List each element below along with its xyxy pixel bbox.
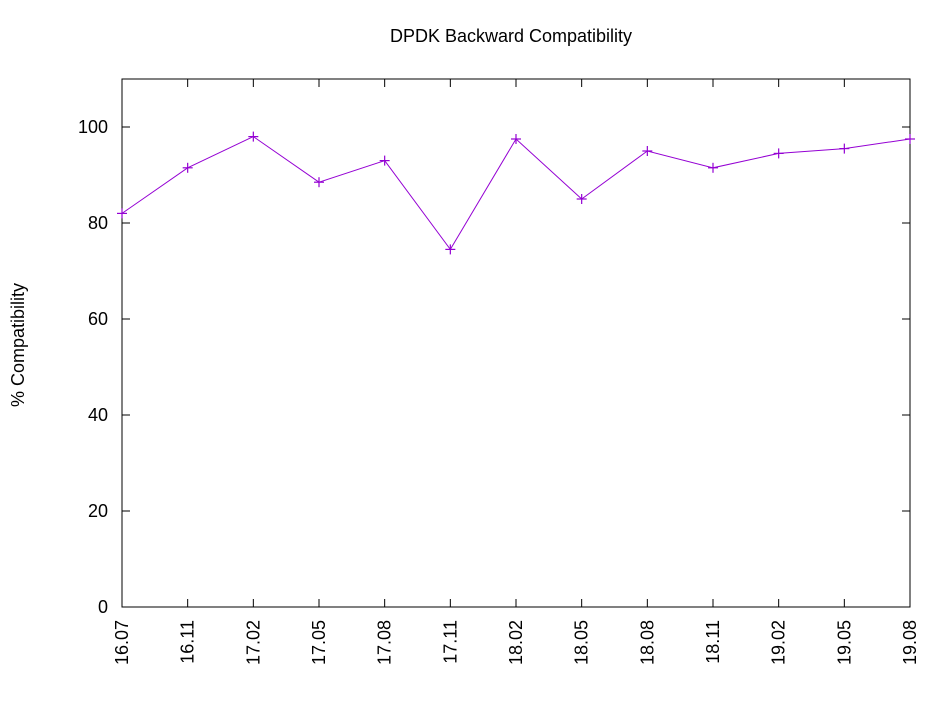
x-tick-label: 19.08 — [900, 620, 920, 665]
data-point — [314, 177, 324, 188]
data-point — [708, 162, 718, 173]
series-line — [121, 136, 911, 251]
series-layer — [117, 131, 915, 255]
x-tick-label: 18.05 — [572, 620, 592, 665]
chart-title: DPDK Backward Compatibility — [390, 26, 632, 46]
x-tick-label: 17.02 — [243, 620, 263, 665]
y-tick-label: 40 — [88, 405, 108, 425]
data-point — [117, 208, 127, 219]
y-tick-label: 80 — [88, 213, 108, 233]
x-tick-label: 16.07 — [112, 620, 132, 665]
data-point — [905, 134, 915, 144]
data-point — [642, 146, 653, 156]
y-tick-label: 100 — [78, 117, 108, 137]
x-tick-label: 17.11 — [440, 620, 460, 664]
x-tick-label: 16.11 — [178, 620, 198, 664]
y-tick-label: 0 — [98, 597, 108, 617]
x-tick-label: 19.02 — [769, 620, 789, 665]
x-tick-label: 17.05 — [309, 620, 329, 665]
data-point — [839, 143, 850, 154]
x-tick-label: 17.08 — [375, 620, 395, 665]
y-tick-label: 20 — [88, 501, 108, 521]
x-ticks: 16.07 16.11 17.02 17.05 17.08 17.11 18.02 18.05… — [112, 79, 920, 665]
x-tick-label: 18.08 — [637, 620, 657, 665]
x-tick-label: 18.11 — [703, 620, 723, 664]
y-ticks: 0 20 40 60 80 100 — [78, 117, 910, 617]
data-point — [576, 194, 587, 204]
plot-frame — [121, 78, 911, 608]
data-point — [248, 131, 259, 142]
x-tick-label: 18.02 — [506, 620, 526, 665]
data-point — [182, 162, 193, 173]
y-axis-label: % Compatibility — [8, 283, 28, 407]
data-point — [511, 134, 521, 144]
y-tick-label: 60 — [88, 309, 108, 329]
data-point — [379, 155, 390, 166]
data-point — [773, 148, 784, 159]
x-tick-label: 19.05 — [834, 620, 854, 665]
data-point — [445, 244, 456, 255]
